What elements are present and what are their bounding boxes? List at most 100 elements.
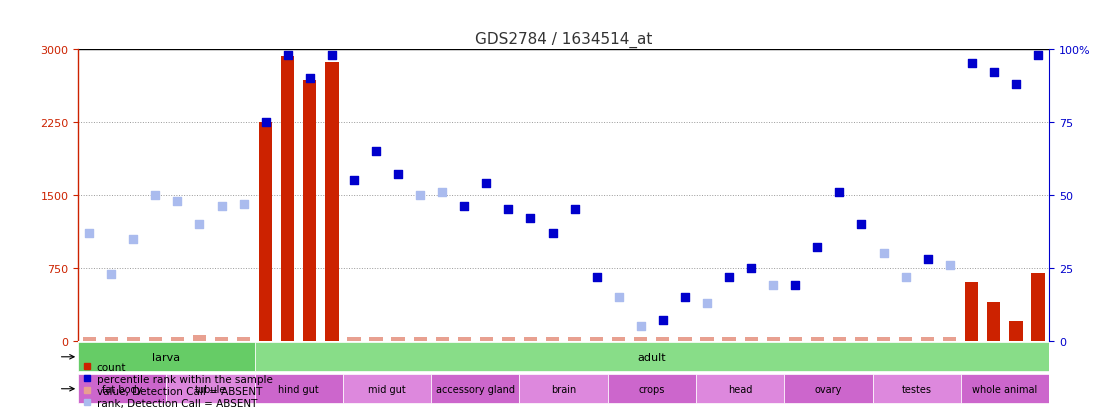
- Bar: [921, 337, 934, 341]
- Point: [478, 180, 496, 187]
- Text: crops: crops: [638, 384, 665, 394]
- Point: [500, 206, 518, 213]
- Bar: [435, 337, 449, 341]
- Point: [213, 204, 231, 210]
- Text: brain: brain: [551, 384, 576, 394]
- Bar: [347, 337, 360, 341]
- FancyBboxPatch shape: [608, 375, 696, 403]
- Point: [654, 317, 672, 324]
- Point: [521, 215, 539, 222]
- Point: [411, 192, 429, 199]
- Bar: [83, 337, 96, 341]
- Bar: [744, 337, 758, 341]
- Point: [699, 300, 716, 306]
- Bar: [965, 283, 979, 341]
- Bar: [1031, 273, 1045, 341]
- Text: adult: adult: [637, 352, 666, 362]
- Text: hind gut: hind gut: [278, 384, 319, 394]
- FancyBboxPatch shape: [431, 375, 519, 403]
- Point: [80, 230, 98, 237]
- Text: mid gut: mid gut: [368, 384, 406, 394]
- Point: [455, 204, 473, 210]
- Point: [543, 230, 561, 237]
- Text: ovary: ovary: [815, 384, 843, 394]
- FancyBboxPatch shape: [254, 375, 343, 403]
- FancyBboxPatch shape: [785, 375, 873, 403]
- Bar: [722, 337, 735, 341]
- FancyBboxPatch shape: [873, 375, 961, 403]
- Bar: [877, 337, 891, 341]
- Point: [609, 294, 627, 301]
- Point: [787, 282, 805, 289]
- FancyBboxPatch shape: [519, 375, 608, 403]
- FancyBboxPatch shape: [254, 343, 1049, 371]
- Text: tubule: tubule: [195, 384, 227, 394]
- FancyBboxPatch shape: [343, 375, 431, 403]
- Bar: [148, 337, 162, 341]
- Point: [941, 262, 959, 268]
- Text: accessory gland: accessory gland: [436, 384, 514, 394]
- Point: [985, 69, 1003, 76]
- Point: [367, 148, 385, 155]
- Bar: [369, 337, 383, 341]
- Text: larva: larva: [152, 352, 181, 362]
- Text: testes: testes: [902, 384, 932, 394]
- FancyBboxPatch shape: [696, 375, 785, 403]
- Point: [875, 250, 893, 257]
- Bar: [259, 122, 272, 341]
- Point: [963, 61, 981, 67]
- Point: [742, 265, 760, 271]
- FancyBboxPatch shape: [78, 343, 254, 371]
- Point: [301, 76, 319, 82]
- Point: [918, 256, 936, 263]
- Legend: count, percentile rank within the sample, value, Detection Call = ABSENT, rank, : count, percentile rank within the sample…: [84, 362, 272, 408]
- Bar: [855, 337, 868, 341]
- Bar: [215, 337, 228, 341]
- FancyBboxPatch shape: [166, 375, 254, 403]
- Point: [103, 271, 121, 277]
- Bar: [127, 337, 140, 341]
- Bar: [899, 337, 912, 341]
- Bar: [480, 337, 493, 341]
- Point: [124, 236, 142, 242]
- Bar: [546, 337, 559, 341]
- Point: [896, 273, 914, 280]
- Point: [323, 52, 340, 59]
- Point: [234, 201, 252, 207]
- Point: [853, 221, 870, 228]
- Text: fat body: fat body: [102, 384, 143, 394]
- Bar: [281, 57, 295, 341]
- Bar: [523, 337, 537, 341]
- Point: [345, 178, 363, 184]
- Bar: [414, 337, 426, 341]
- Point: [676, 294, 694, 301]
- Bar: [701, 337, 713, 341]
- Bar: [612, 337, 625, 341]
- Text: head: head: [728, 384, 752, 394]
- Point: [1007, 81, 1024, 88]
- Bar: [810, 337, 824, 341]
- FancyBboxPatch shape: [78, 375, 166, 403]
- Bar: [590, 337, 604, 341]
- Point: [1029, 52, 1047, 59]
- Point: [433, 189, 451, 196]
- Point: [191, 221, 209, 228]
- Bar: [656, 337, 670, 341]
- Bar: [789, 337, 802, 341]
- Bar: [833, 337, 846, 341]
- Bar: [392, 337, 405, 341]
- Point: [764, 282, 782, 289]
- Point: [566, 206, 584, 213]
- Bar: [458, 337, 471, 341]
- Text: whole animal: whole animal: [972, 384, 1038, 394]
- Bar: [767, 337, 780, 341]
- Bar: [988, 302, 1001, 341]
- Bar: [193, 335, 206, 341]
- Bar: [237, 337, 250, 341]
- Bar: [502, 337, 514, 341]
- Point: [588, 273, 606, 280]
- Point: [808, 244, 826, 251]
- Bar: [943, 337, 956, 341]
- Point: [389, 171, 407, 178]
- Bar: [1009, 322, 1022, 341]
